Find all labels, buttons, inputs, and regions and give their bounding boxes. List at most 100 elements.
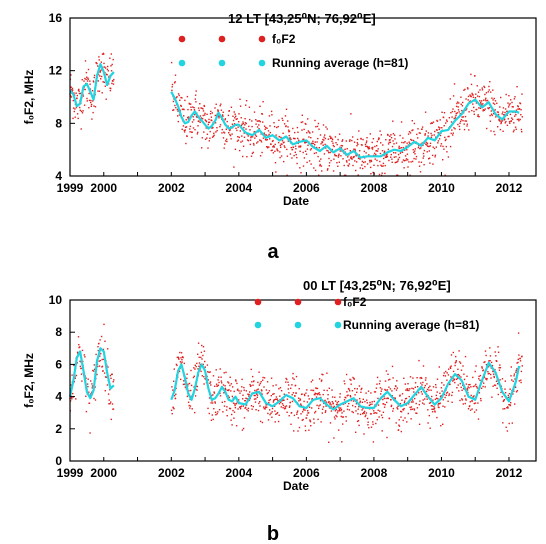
f0f2-point [346,408,349,411]
f0f2-point [358,406,360,408]
f0f2-point [507,118,509,120]
f0f2-point [414,150,416,152]
f0f2-point [261,393,263,395]
x-tick-label: 2008 [361,466,388,480]
f0f2-point [235,425,238,427]
f0f2-point [504,111,506,114]
x-tick-label: 1999 [57,466,84,480]
f0f2-point [322,374,324,376]
f0f2-point [82,95,85,97]
f0f2-point [190,384,193,387]
f0f2-point [238,136,240,139]
f0f2-point [296,162,298,165]
f0f2-point [288,406,291,408]
f0f2-point [473,113,475,115]
legend-marker-dot [294,298,302,306]
f0f2-point [74,116,76,118]
f0f2-point [423,149,426,152]
f0f2-point [412,149,414,151]
f0f2-point [439,402,441,404]
f0f2-point [440,395,442,397]
f0f2-point [498,118,500,120]
f0f2-point [340,415,342,418]
f0f2-point [445,394,447,396]
f0f2-point [329,135,331,137]
f0f2-point [86,80,89,82]
f0f2-point [219,368,221,370]
f0f2-point [441,127,443,129]
f0f2-point [390,156,392,158]
f0f2-point [341,412,343,414]
f0f2-point [265,404,267,406]
f0f2-point [510,375,512,377]
f0f2-point [507,406,509,408]
f0f2-point [223,405,226,407]
f0f2-point [446,120,448,123]
f0f2-point [244,118,246,120]
f0f2-point [272,139,274,142]
f0f2-point [491,114,493,117]
f0f2-point [270,110,273,113]
x-tick-label: 2002 [158,466,185,480]
f0f2-point [384,172,386,175]
f0f2-point [110,377,112,379]
f0f2-point [504,108,507,110]
f0f2-point [414,148,416,150]
f0f2-point [197,107,200,109]
f0f2-point [382,162,385,165]
x-tick-label: 2000 [90,466,117,480]
f0f2-point [413,408,415,410]
f0f2-point [486,378,488,381]
f0f2-point [295,148,297,150]
f0f2-point [349,395,351,397]
f0f2-point [180,105,182,107]
f0f2-point [432,408,434,410]
f0f2-point [204,360,206,363]
f0f2-point [316,125,319,128]
f0f2-point [360,391,362,393]
f0f2-point [91,387,93,389]
f0f2-point [237,388,239,390]
f0f2-point [218,381,220,384]
f0f2-point [211,127,213,129]
f0f2-point [96,62,98,65]
f0f2-point [256,394,259,396]
f0f2-point [380,390,382,392]
f0f2-point [274,150,276,152]
f0f2-point [70,397,73,399]
f0f2-point [502,111,504,113]
f0f2-point [446,391,449,393]
f0f2-point [449,367,452,369]
f0f2-point [314,141,316,143]
f0f2-point [345,160,348,162]
f0f2-point [208,140,210,142]
f0f2-point [506,430,509,432]
f0f2-point [312,142,315,145]
f0f2-point [299,146,302,148]
f0f2-point [443,372,445,374]
f0f2-point [503,114,505,116]
f0f2-point [352,400,355,402]
f0f2-point [432,146,434,148]
x-tick-label: 2010 [428,466,455,480]
f0f2-point [439,396,442,398]
f0f2-point [497,126,499,128]
f0f2-point [230,419,232,421]
f0f2-point [421,393,423,395]
f0f2-point [441,111,443,113]
f0f2-point [202,346,205,348]
f0f2-point [73,110,75,113]
f0f2-point [521,131,523,133]
f0f2-point [172,407,175,409]
f0f2-point [300,403,302,405]
f0f2-point [334,154,336,157]
f0f2-point [433,405,435,408]
f0f2-point [426,151,428,153]
f0f2-point [510,99,512,101]
f0f2-point [404,149,406,151]
f0f2-point [101,53,104,55]
f0f2-point [426,142,429,145]
f0f2-point [448,368,450,370]
f0f2-point [517,332,520,334]
f0f2-point [70,86,72,88]
